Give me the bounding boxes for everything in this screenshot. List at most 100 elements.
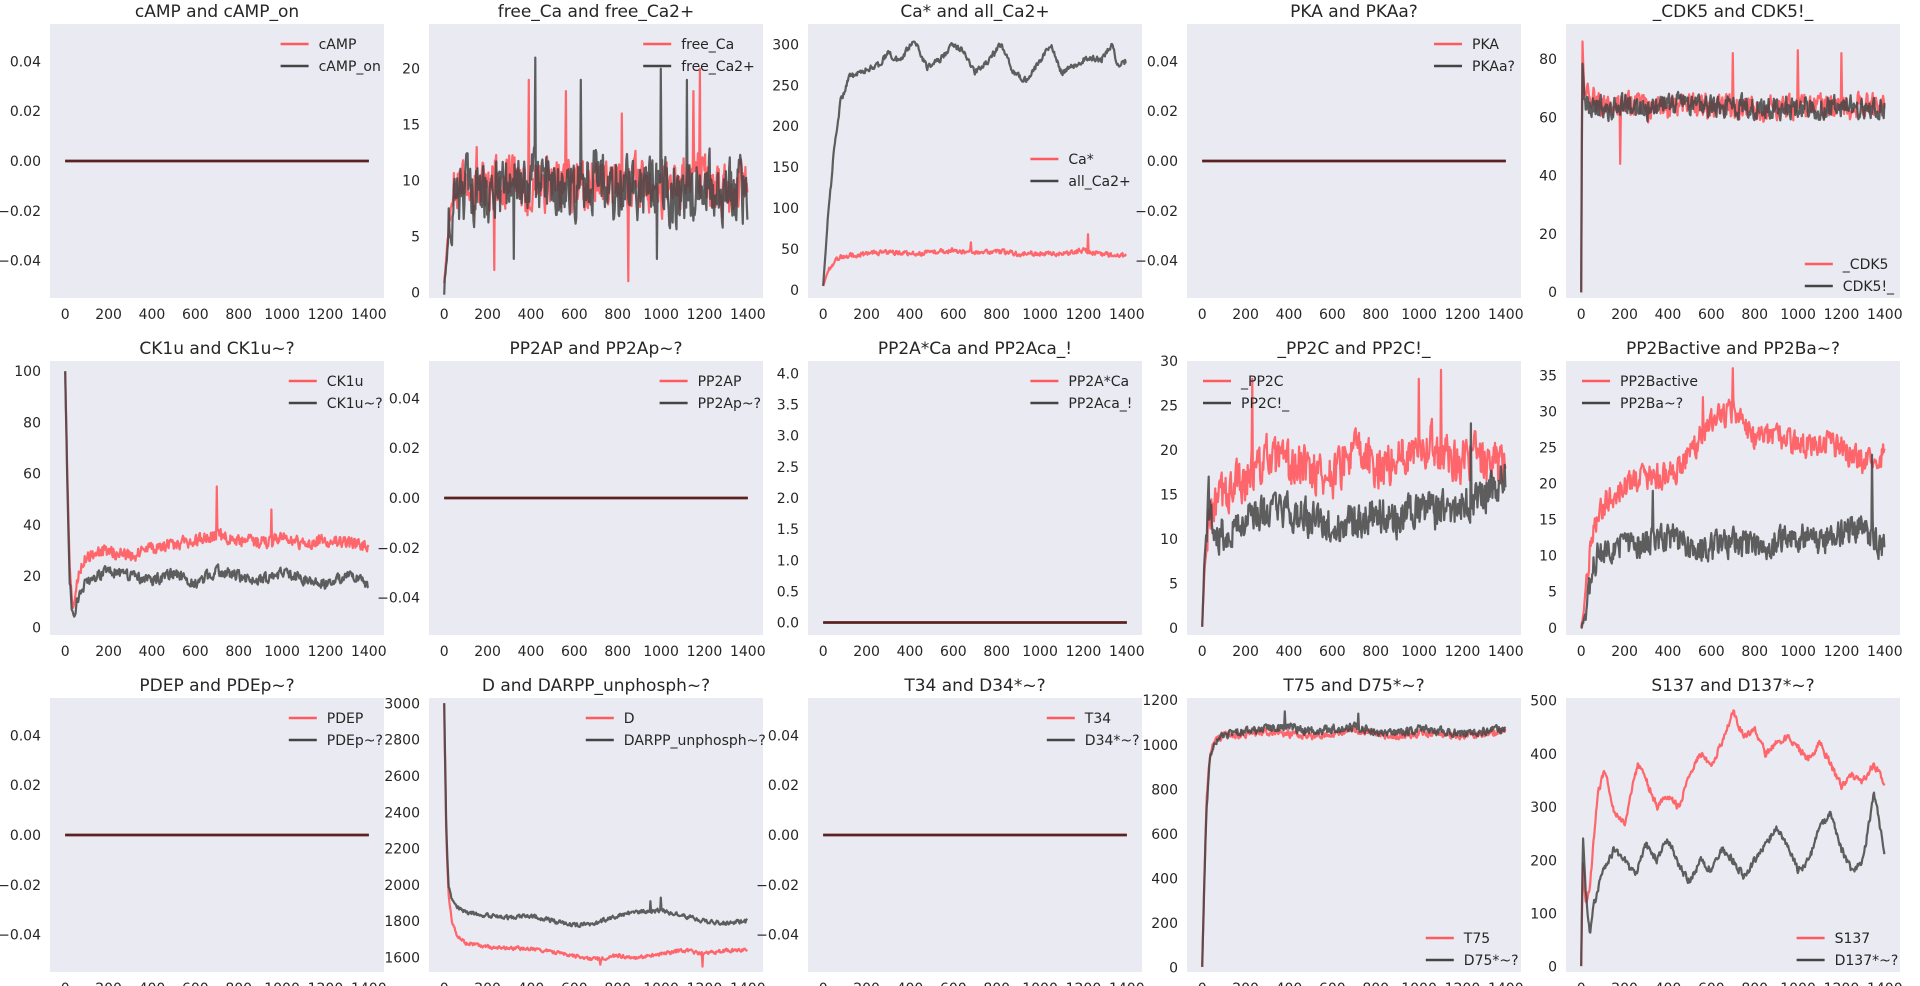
y-tick-label: 2800 — [384, 733, 420, 749]
y-tick-label: 3.5 — [777, 398, 799, 414]
legend-entry: D34*~? — [1085, 733, 1140, 749]
x-tick-label: 200 — [95, 644, 122, 660]
x-tick-label: 1000 — [264, 644, 300, 660]
y-tick-label: 0 — [32, 620, 41, 636]
legend-entry: CK1u — [327, 374, 364, 390]
y-tick-label: 0.02 — [389, 441, 420, 457]
y-tick-label: 100 — [772, 201, 799, 217]
plot-area — [429, 698, 763, 972]
y-tick-label: 20 — [23, 569, 41, 585]
y-tick-label: −0.04 — [0, 928, 41, 944]
x-tick-label: 1400 — [1109, 981, 1145, 986]
x-tick-label: 400 — [897, 307, 924, 323]
y-tick-label: 0.00 — [10, 828, 41, 844]
y-tick-label: 5 — [1548, 585, 1557, 601]
y-tick-label: 30 — [1160, 354, 1178, 370]
y-tick-label: 0 — [1548, 621, 1557, 637]
y-tick-label: 20 — [1539, 227, 1557, 243]
subplot: PP2A*Ca and PP2Aca_! 0 200 400 600 800 1000 120… — [777, 339, 1145, 660]
y-tick-label: 150 — [772, 160, 799, 176]
x-tick-label: 800 — [604, 307, 631, 323]
series-line — [64, 371, 370, 618]
series-line — [1580, 709, 1886, 967]
x-tick-label: 1200 — [1824, 981, 1860, 986]
legend: Ca* all_Ca2+ — [1030, 152, 1131, 190]
y-tick-label: 800 — [1151, 782, 1178, 798]
x-tick-label: 200 — [853, 307, 880, 323]
x-tick-label: 800 — [1362, 307, 1389, 323]
legend: CK1u CK1u~? — [288, 374, 383, 412]
x-tick-label: 0 — [819, 981, 828, 986]
x-tick-label: 600 — [1319, 644, 1346, 660]
y-tick-label: 1.0 — [777, 553, 799, 569]
x-tick-label: 0 — [819, 644, 828, 660]
y-tick-label: 2400 — [384, 805, 420, 821]
x-tick-label: 800 — [225, 644, 252, 660]
legend-entry: PP2A*Ca — [1068, 374, 1129, 390]
series-line — [822, 233, 1127, 287]
subplot: PP2AP and PP2Ap~? 0 200 400 600 800 1000 1200 14… — [377, 339, 766, 660]
y-tick-label: 0.04 — [768, 728, 799, 744]
x-tick-label: 1200 — [1066, 644, 1102, 660]
legend: T75 D75*~? — [1425, 931, 1519, 969]
legend: S137 D137*~? — [1796, 931, 1898, 969]
y-tick-label: −0.04 — [756, 928, 799, 944]
series-line — [1580, 367, 1886, 628]
legend: _CDK5 CDK5!_ — [1804, 257, 1895, 295]
x-tick-label: 600 — [561, 644, 588, 660]
x-tick-label: 1400 — [1488, 981, 1524, 986]
series-line — [443, 703, 748, 968]
x-tick-label: 1000 — [1022, 644, 1058, 660]
y-tick-label: 0 — [1169, 621, 1178, 637]
legend-entry: cAMP — [319, 37, 357, 53]
x-tick-label: 400 — [1276, 644, 1303, 660]
x-tick-label: 1200 — [1445, 307, 1481, 323]
y-tick-label: 0.0 — [777, 616, 799, 632]
x-tick-label: 1200 — [687, 307, 723, 323]
y-tick-label: 10 — [1160, 532, 1178, 548]
legend: PP2AP PP2Ap~? — [659, 374, 761, 412]
y-tick-label: 600 — [1151, 827, 1178, 843]
y-tick-label: 25 — [1160, 398, 1178, 414]
x-tick-label: 800 — [604, 644, 631, 660]
series-line — [1580, 791, 1886, 967]
x-tick-label: 0 — [1577, 981, 1586, 986]
chart-title: D and DARPP_unphosph~? — [482, 676, 710, 696]
x-tick-label: 200 — [474, 981, 501, 986]
series-line — [443, 703, 749, 928]
x-tick-label: 0 — [1198, 307, 1207, 323]
x-tick-label: 0 — [61, 307, 70, 323]
x-tick-label: 1400 — [351, 981, 387, 986]
x-tick-label: 400 — [139, 307, 166, 323]
subplot: PDEP and PDEp~? 0 200 400 600 800 1000 1200 1400… — [0, 676, 387, 986]
x-tick-label: 400 — [139, 644, 166, 660]
series-line — [1580, 40, 1886, 293]
x-tick-label: 800 — [983, 981, 1010, 986]
x-tick-label: 200 — [1232, 981, 1259, 986]
x-tick-label: 1000 — [264, 981, 300, 986]
x-tick-label: 400 — [139, 981, 166, 986]
y-tick-label: 0.02 — [1147, 104, 1178, 120]
y-tick-label: 10 — [1539, 549, 1557, 565]
legend-entry: _PP2C — [1240, 374, 1284, 390]
legend-entry: S137 — [1835, 931, 1871, 947]
y-tick-label: 0.02 — [10, 104, 41, 120]
x-tick-label: 1000 — [1780, 644, 1816, 660]
y-tick-label: 30 — [1539, 404, 1557, 420]
x-tick-label: 400 — [897, 644, 924, 660]
chart-title: CK1u and CK1u~? — [139, 339, 294, 359]
x-tick-label: 600 — [940, 644, 967, 660]
y-tick-label: 40 — [1539, 169, 1557, 185]
chart-title: _CDK5 and CDK5!_ — [1652, 2, 1814, 22]
subplot: CK1u and CK1u~?0 200 400 600 800 1000 1200 1400… — [14, 339, 386, 660]
legend-entry: PP2Aca_! — [1068, 396, 1132, 412]
x-tick-label: 600 — [182, 644, 209, 660]
y-tick-label: 0.04 — [1147, 54, 1178, 70]
x-tick-label: 200 — [1611, 307, 1638, 323]
legend: free_Ca free_Ca2+ — [643, 37, 755, 75]
y-tick-label: 2600 — [384, 769, 420, 785]
chart-title: PKA and PKAa? — [1290, 2, 1418, 22]
x-tick-label: 200 — [853, 644, 880, 660]
legend-entry: Ca* — [1068, 152, 1093, 168]
